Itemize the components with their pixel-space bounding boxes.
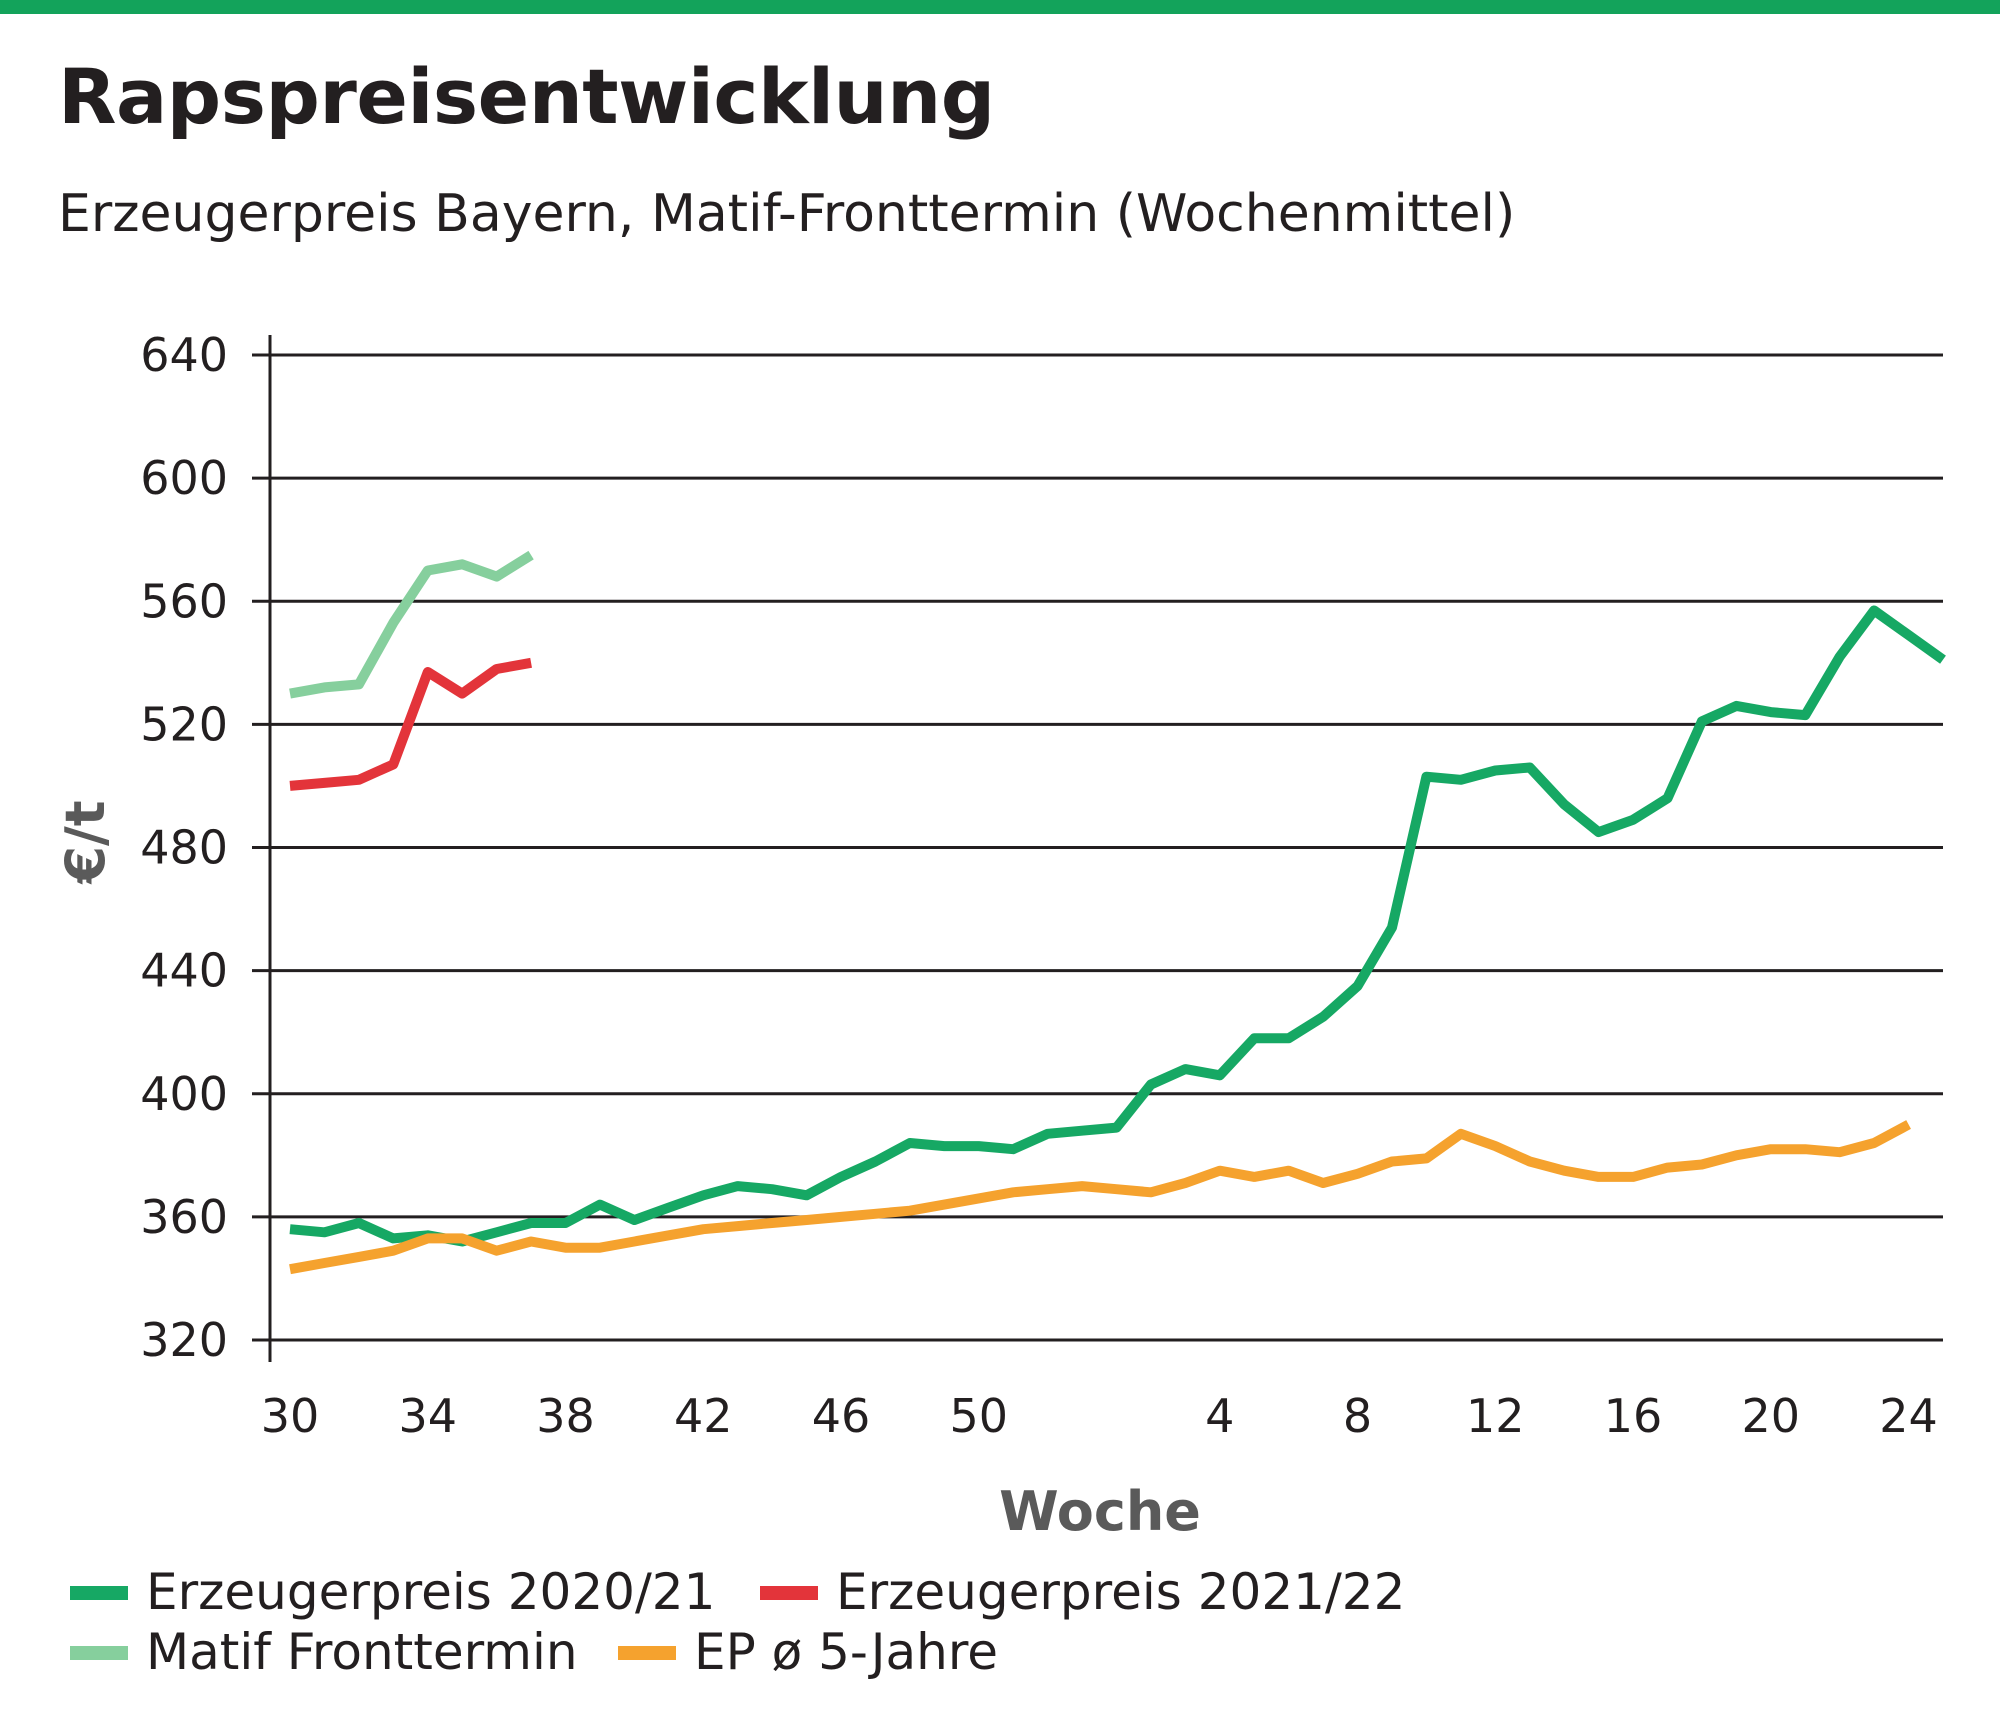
series-line-2 xyxy=(289,550,534,699)
gridlines xyxy=(252,353,1943,1342)
x-tick-label: 8 xyxy=(1343,1389,1372,1443)
legend-swatch xyxy=(70,1646,128,1660)
y-axis-ticks: 320 360 400 440 480 520 560 600 640 xyxy=(140,328,228,1367)
legend: Erzeugerpreis 2020/21 Erzeugerpreis 2021/… xyxy=(70,1563,1405,1681)
top-accent-bar xyxy=(0,0,2000,14)
x-tick-label: 4 xyxy=(1205,1389,1234,1443)
legend-label: Matif Fronttermin xyxy=(146,1623,578,1681)
x-tick-label: 38 xyxy=(536,1389,595,1443)
legend-swatch xyxy=(618,1646,676,1660)
y-tick-label: 560 xyxy=(140,574,228,628)
x-tick-label: 46 xyxy=(812,1389,871,1443)
x-tick-label: 50 xyxy=(949,1389,1008,1443)
y-tick-label: 600 xyxy=(140,451,228,505)
series-line-3 xyxy=(289,1120,1911,1275)
chart-subtitle: Erzeugerpreis Bayern, Matif-Fronttermin … xyxy=(58,184,1516,244)
x-tick-label: 34 xyxy=(398,1389,457,1443)
series-lines xyxy=(289,550,1946,1275)
y-tick-label: 320 xyxy=(140,1313,228,1367)
legend-label: Erzeugerpreis 2020/21 xyxy=(146,1563,715,1621)
y-tick-label: 520 xyxy=(140,697,228,751)
legend-swatch xyxy=(70,1586,128,1600)
chart-title: Rapspreisentwicklung xyxy=(58,52,995,141)
y-tick-label: 480 xyxy=(140,821,228,875)
x-tick-label: 16 xyxy=(1604,1389,1663,1443)
y-tick-label: 440 xyxy=(140,944,228,998)
x-tick-label: 24 xyxy=(1879,1389,1938,1443)
series-line-1 xyxy=(289,657,532,791)
series-line-0 xyxy=(289,605,1946,1247)
x-tick-label: 20 xyxy=(1742,1389,1801,1443)
x-tick-label: 42 xyxy=(674,1389,733,1443)
x-tick-label: 30 xyxy=(261,1389,320,1443)
y-tick-label: 400 xyxy=(140,1067,228,1121)
legend-label: Erzeugerpreis 2021/22 xyxy=(836,1563,1405,1621)
x-tick-label: 12 xyxy=(1466,1389,1525,1443)
x-axis-title: Woche xyxy=(999,1480,1201,1543)
y-axis-title: €/t xyxy=(54,800,117,885)
legend-swatch xyxy=(760,1586,818,1600)
y-tick-label: 640 xyxy=(140,328,228,382)
legend-label: EP ø 5-Jahre xyxy=(694,1623,998,1681)
y-tick-label: 360 xyxy=(140,1190,228,1244)
x-axis-ticks: 30 34 38 42 46 50 4 8 12 16 20 24 xyxy=(261,1389,1938,1443)
